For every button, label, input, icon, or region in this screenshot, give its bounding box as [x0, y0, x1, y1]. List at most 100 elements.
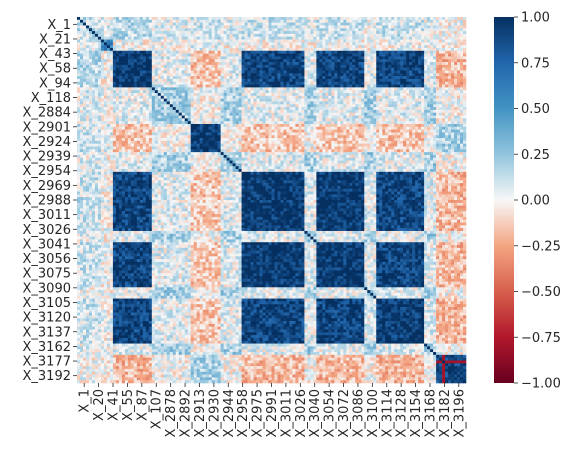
heatmap-cell — [460, 62, 464, 66]
heatmap-cell — [433, 84, 437, 88]
heatmap-cell — [340, 73, 344, 77]
heatmap-cell — [271, 95, 275, 99]
heatmap-cell — [433, 73, 437, 77]
heatmap-cell — [424, 56, 428, 60]
heatmap-cell — [94, 115, 99, 119]
heatmap-cell — [115, 50, 120, 54]
heatmap-cell — [103, 123, 108, 128]
heatmap-cell — [172, 90, 177, 94]
heatmap-cell — [322, 56, 326, 60]
heatmap-cell — [397, 28, 401, 32]
heatmap-cell — [130, 22, 135, 26]
heatmap-cell — [367, 118, 371, 122]
heatmap-cell — [163, 25, 168, 29]
heatmap-cell — [304, 90, 308, 94]
heatmap-cell — [307, 19, 311, 23]
heatmap-cell — [322, 90, 326, 94]
heatmap-cell — [397, 47, 401, 52]
heatmap-cell — [112, 118, 117, 122]
heatmap-cell — [391, 42, 395, 46]
heatmap-cell — [409, 118, 413, 122]
heatmap-cell — [77, 84, 81, 88]
heatmap-cell — [109, 118, 114, 122]
heatmap-cell — [313, 101, 317, 105]
heatmap-cell — [343, 67, 347, 71]
heatmap-cell — [259, 121, 263, 125]
heatmap-cell — [124, 62, 129, 66]
heatmap-cell — [109, 36, 114, 40]
heatmap-cell — [346, 50, 350, 54]
heatmap-cell — [358, 31, 362, 35]
heatmap-cell — [187, 118, 192, 122]
heatmap-cell — [208, 19, 212, 23]
heatmap-cell — [250, 42, 254, 46]
heatmap-cell — [124, 53, 129, 57]
heatmap-cell — [457, 28, 461, 32]
heatmap-cell — [100, 98, 105, 102]
heatmap-cell — [463, 95, 467, 99]
heatmap-cell — [241, 53, 245, 57]
heatmap-cell — [262, 84, 266, 88]
heatmap-cell — [355, 101, 359, 105]
heatmap-cell — [241, 59, 245, 63]
heatmap-cell — [256, 42, 260, 46]
heatmap-cell — [262, 98, 266, 102]
heatmap-cell — [196, 17, 200, 21]
heatmap-cell — [109, 25, 114, 29]
heatmap-cell — [298, 28, 302, 32]
heatmap-cell — [256, 95, 260, 99]
heatmap-cell — [289, 118, 293, 122]
heatmap-cell — [175, 67, 180, 71]
heatmap-cell — [289, 112, 293, 116]
heatmap-cell — [463, 78, 467, 83]
heatmap-cell — [397, 118, 401, 122]
heatmap-cell — [403, 56, 407, 60]
heatmap-cell — [295, 50, 299, 54]
heatmap-cell — [184, 115, 189, 119]
heatmap-cell — [187, 109, 192, 114]
heatmap-cell — [268, 33, 272, 38]
heatmap-cell — [394, 25, 398, 29]
heatmap-cell — [109, 62, 114, 66]
heatmap-cell — [358, 42, 362, 46]
heatmap-cell — [403, 25, 407, 29]
heatmap-cell — [205, 64, 209, 68]
heatmap-cell — [385, 107, 389, 111]
heatmap-cell — [316, 90, 320, 94]
heatmap-cell — [94, 39, 99, 43]
heatmap-cell — [79, 42, 84, 46]
heatmap-cell — [193, 70, 197, 74]
heatmap-cell — [358, 39, 362, 43]
heatmap-cell — [292, 28, 296, 32]
heatmap-cell — [412, 56, 416, 60]
heatmap-cell — [217, 118, 221, 122]
heatmap-cell — [232, 22, 236, 26]
heatmap-cell — [418, 76, 422, 80]
heatmap-cell — [250, 104, 254, 108]
heatmap-cell — [397, 112, 401, 116]
heatmap-cell — [418, 36, 422, 40]
heatmap-cell — [277, 73, 281, 77]
heatmap-cell — [178, 109, 183, 114]
heatmap-cell — [169, 78, 174, 83]
heatmap-cell — [283, 81, 287, 85]
heatmap-cell — [316, 81, 320, 85]
heatmap-cell — [418, 19, 422, 23]
heatmap-cell — [361, 70, 365, 74]
heatmap-cell — [112, 95, 117, 99]
heatmap-cell — [331, 81, 335, 85]
heatmap-cell — [340, 42, 344, 46]
heatmap-cell — [142, 47, 147, 52]
heatmap-cell — [298, 50, 302, 54]
heatmap-cell — [235, 47, 239, 52]
heatmap-cell — [181, 17, 186, 21]
heatmap-cell — [424, 47, 428, 52]
heatmap-cell — [229, 115, 233, 119]
heatmap-cell — [220, 25, 224, 29]
heatmap-cell — [439, 98, 443, 102]
heatmap-cell — [304, 78, 308, 83]
heatmap-cell — [199, 107, 203, 111]
heatmap-cell — [235, 121, 239, 125]
heatmap-cell — [364, 45, 368, 49]
heatmap-cell — [112, 81, 117, 85]
